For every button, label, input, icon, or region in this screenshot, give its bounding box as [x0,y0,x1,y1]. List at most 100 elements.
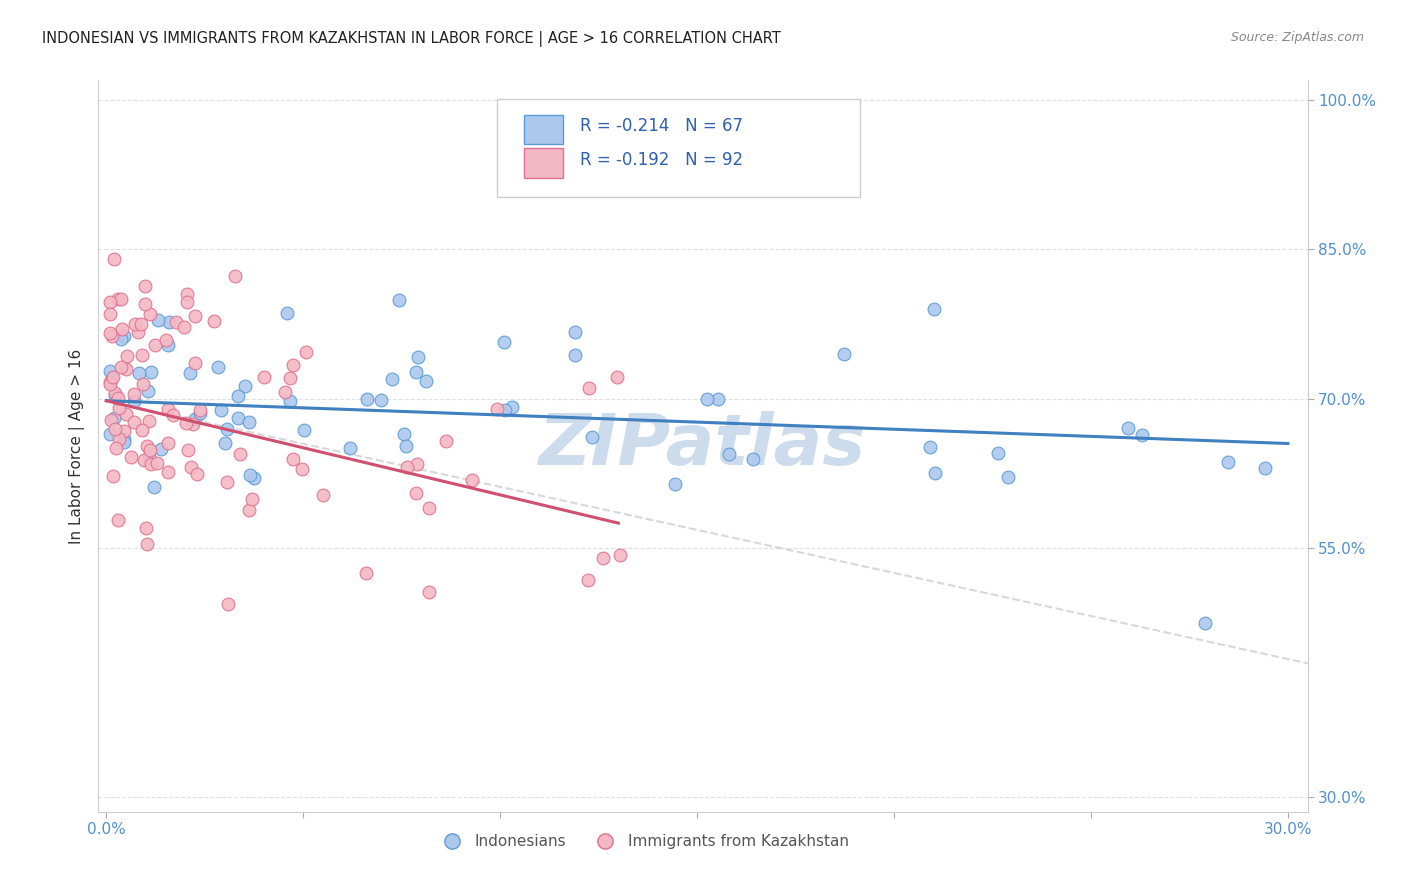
Point [356,392,378,406]
Point [101,370,124,384]
Point [112,435,135,450]
Point [104,385,127,400]
Point [283,452,305,467]
Point [418,500,440,515]
Point [146,312,169,326]
Point [184,412,207,426]
Point [215,475,238,490]
Point [176,286,198,301]
Point [405,457,427,471]
Point [243,471,266,485]
Point [396,459,419,474]
Point [354,566,377,580]
Point [718,447,741,461]
Point [217,422,239,436]
Legend: Indonesians, Immigrants from Kazakhstan: Indonesians, Immigrants from Kazakhstan [430,828,855,855]
Point [103,411,125,425]
Point [115,350,138,364]
Text: INDONESIAN VS IMMIGRANTS FROM KAZAKHSTAN IN LABOR FORCE | AGE > 16 CORRELATION C: INDONESIAN VS IMMIGRANTS FROM KAZAKHSTAN… [42,31,780,47]
Point [101,370,124,384]
Point [139,307,162,321]
Point [162,408,184,422]
Point [139,457,162,471]
Point [485,401,508,416]
Point [115,407,138,421]
Point [127,325,149,339]
Point [131,348,153,362]
Point [1116,421,1139,435]
Point [157,315,180,329]
Point [108,432,131,446]
Point [107,401,129,416]
Point [226,389,249,403]
Point [278,394,301,409]
Point [226,411,249,425]
Point [238,415,260,429]
Point [997,470,1019,484]
Point [188,402,211,417]
Point [214,436,236,450]
Point [135,521,157,535]
Point [173,320,195,334]
Point [987,446,1010,460]
FancyBboxPatch shape [524,115,562,144]
Point [132,376,155,391]
Point [207,360,229,375]
Point [492,335,515,350]
Point [606,370,628,384]
Y-axis label: In Labor Force | Age > 16: In Labor Force | Age > 16 [69,349,84,543]
Point [461,473,484,487]
Point [122,393,145,408]
Text: R = -0.192   N = 92: R = -0.192 N = 92 [579,151,742,169]
Point [134,297,156,311]
Point [664,477,686,491]
Point [281,359,304,373]
Point [1194,615,1216,630]
Point [112,425,135,439]
Point [129,317,152,331]
Point [138,414,160,428]
Point [104,422,127,436]
Point [415,374,437,388]
Point [707,392,730,406]
Point [98,307,121,321]
Point [238,468,260,483]
Point [124,415,146,429]
Point [131,423,153,437]
Point [388,293,411,307]
Point [696,392,718,406]
Point [292,423,315,437]
Point [107,392,129,406]
Point [312,488,335,502]
Point [233,379,256,393]
Point [112,432,135,446]
Point [186,467,208,482]
Point [405,365,427,379]
Point [408,351,430,365]
Point [395,439,418,453]
Point [98,364,121,378]
Point [564,348,586,362]
Point [252,369,274,384]
Point [139,365,162,379]
Point [136,537,159,551]
Point [741,451,763,466]
Point [291,461,314,475]
Point [278,371,301,385]
Point [176,295,198,310]
FancyBboxPatch shape [524,148,562,178]
Point [157,435,180,450]
Point [392,427,415,442]
Point [495,403,517,417]
Point [110,360,132,375]
Point [98,295,121,310]
Point [202,314,225,328]
Point [592,551,614,566]
Point [188,406,211,420]
Point [157,465,180,479]
Point [434,434,457,448]
Text: ZIPatlas: ZIPatlas [540,411,866,481]
Point [107,292,129,306]
Point [138,384,160,398]
Point [107,513,129,527]
